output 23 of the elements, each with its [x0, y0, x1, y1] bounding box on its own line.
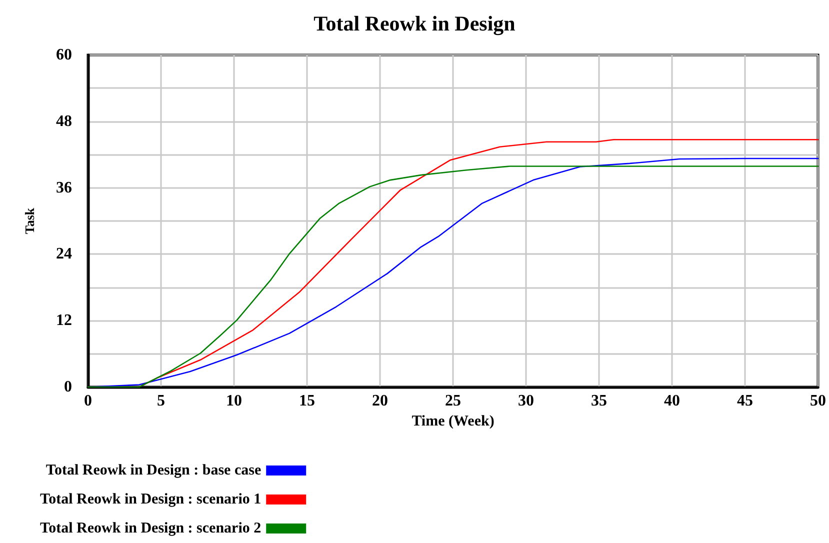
- x-tick-label: 25: [445, 392, 461, 410]
- y-tick-label: 0: [64, 378, 72, 396]
- x-tick-label: 45: [737, 392, 753, 410]
- x-tick-label: 40: [664, 392, 680, 410]
- y-tick-label: 36: [56, 179, 72, 196]
- y-tick-label: 12: [56, 312, 72, 330]
- chart-title: Total Reowk in Design: [314, 12, 516, 36]
- y-tick-label: 60: [56, 46, 72, 64]
- x-tick-label: 35: [591, 392, 607, 410]
- x-tick-label: 20: [372, 392, 388, 410]
- legend-label: Total Reowk in Design : scenario 2: [40, 520, 262, 536]
- x-axis-title: Time (Week): [412, 413, 494, 430]
- legend-label: Total Reowk in Design : base case: [46, 462, 262, 478]
- legend-label: Total Reowk in Design : scenario 1: [40, 492, 262, 508]
- y-tick-label: 24: [56, 246, 72, 263]
- x-tick-label: 50: [810, 392, 826, 410]
- x-tick-label: 30: [518, 392, 534, 410]
- x-tick-label: 15: [299, 392, 315, 410]
- y-axis-title: Task: [22, 207, 37, 234]
- x-tick-label: 10: [226, 392, 242, 410]
- x-tick-label: 0: [84, 392, 92, 410]
- y-tick-label: 48: [56, 112, 72, 130]
- x-tick-label: 5: [157, 392, 165, 410]
